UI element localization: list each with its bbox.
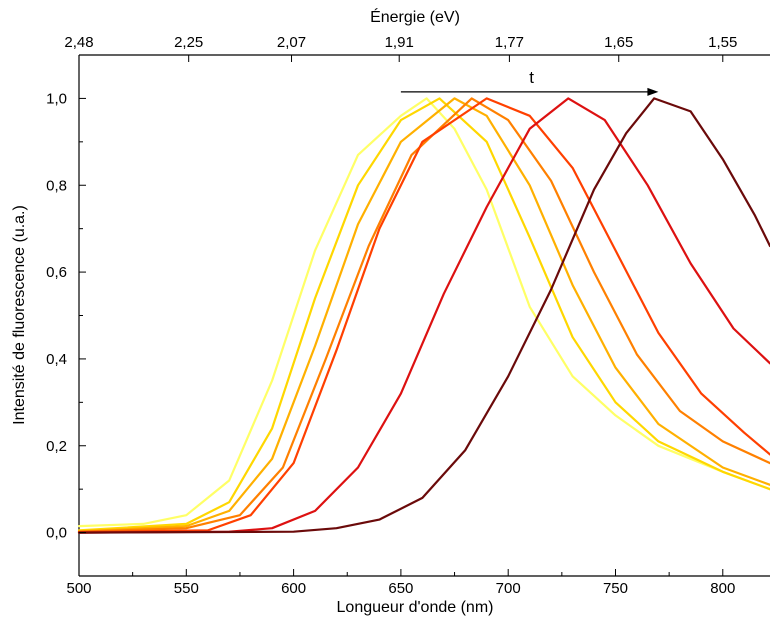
y-tick-label: 0,0: [46, 525, 67, 542]
series-line-1: [77, 97, 770, 528]
y-tick-label: 0,2: [46, 438, 67, 455]
annotation-layer: t: [400, 68, 659, 96]
top-axis-title: Énergie (eV): [370, 7, 460, 26]
x-axis-title: Longueur d'onde (nm): [337, 599, 494, 616]
x-tick-label: 600: [281, 580, 306, 597]
time-arrow-head: [647, 87, 659, 96]
top-tick-label: 1,65: [604, 34, 633, 51]
x-tick-label: 800: [710, 580, 735, 597]
x-tick-label: 750: [603, 580, 628, 597]
x-tick-label: 550: [174, 580, 199, 597]
y-axis-title: Intensité de fluorescence (u.a.): [11, 205, 28, 425]
series-line-4: [77, 97, 770, 533]
x-tick-label: 500: [66, 580, 91, 597]
series-line-3: [77, 97, 770, 533]
top-tick-label: 1,91: [385, 34, 414, 51]
y-tick-label: 0,6: [46, 264, 67, 281]
top-tick-label: 1,77: [495, 34, 524, 51]
ticks-layer: 500 550 600 650 700 750 800 0,0 0,2 0,4 0,6 0,8 1,0 2…: [46, 34, 737, 597]
plot-frame: [78, 54, 770, 577]
y-tick-label: 1,0: [46, 90, 67, 107]
series-line-7: [77, 97, 770, 534]
series-layer: [77, 97, 770, 534]
top-tick-label: 2,48: [64, 34, 93, 51]
series-line-5: [77, 97, 770, 534]
series-line-6: [77, 97, 770, 534]
x-tick-label: 650: [388, 580, 413, 597]
series-line-2: [77, 97, 770, 532]
y-tick-label: 0,8: [46, 177, 67, 194]
time-annotation: t: [529, 68, 534, 87]
x-tick-label: 700: [496, 580, 521, 597]
top-tick-label: 1,55: [708, 34, 737, 51]
y-tick-label: 0,4: [46, 351, 67, 368]
top-tick-label: 2,25: [174, 34, 203, 51]
top-tick-label: 2,07: [277, 34, 306, 51]
